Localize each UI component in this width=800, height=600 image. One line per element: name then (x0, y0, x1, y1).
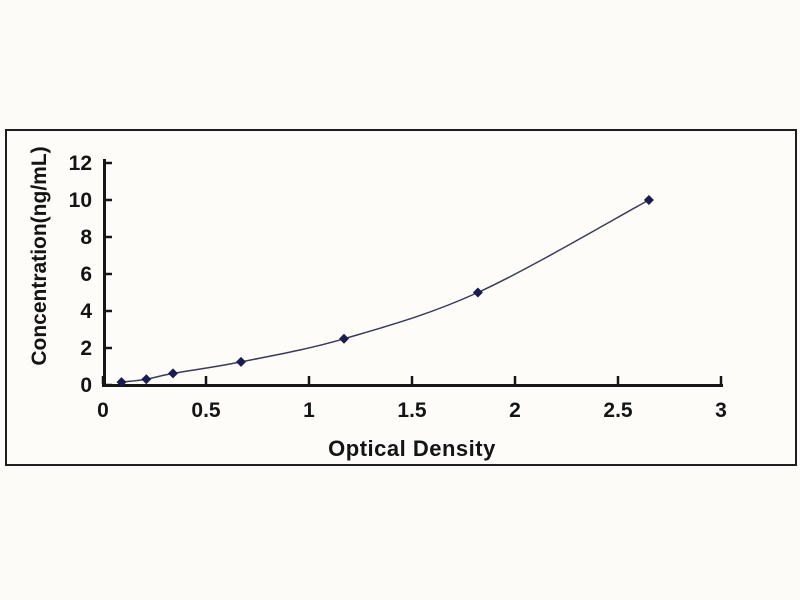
data-point-diamond (339, 333, 349, 344)
x-tick-label: 0.5 (191, 399, 221, 422)
y-tick-label: 8 (80, 226, 92, 249)
y-tick-label: 12 (69, 152, 92, 175)
plot-frame (5, 129, 797, 466)
y-tick-label: 6 (80, 263, 92, 286)
data-point-diamond (116, 377, 127, 388)
y-tick-label: 10 (69, 189, 92, 212)
y-tick-label: 2 (80, 337, 92, 360)
y-tick-label: 0 (80, 374, 92, 397)
x-axis-title: Optical Density (328, 436, 496, 461)
data-point-diamond (141, 374, 152, 385)
x-tick-label: 2.5 (603, 399, 633, 422)
data-point-diamond (643, 195, 654, 205)
data-point-diamond (168, 368, 178, 379)
y-tick-label: 4 (80, 300, 92, 323)
x-tick-label: 2 (509, 399, 521, 422)
curve-line (121, 199, 650, 383)
x-tick-label: 1 (303, 399, 315, 422)
y-axis-title: Concentration(ng/mL) (28, 146, 51, 366)
x-tick-label: 0 (97, 399, 109, 422)
x-tick-label: 3 (715, 399, 727, 422)
data-point-diamond (236, 356, 246, 367)
data-point-diamond (472, 287, 483, 298)
x-tick-label: 1.5 (397, 399, 427, 422)
